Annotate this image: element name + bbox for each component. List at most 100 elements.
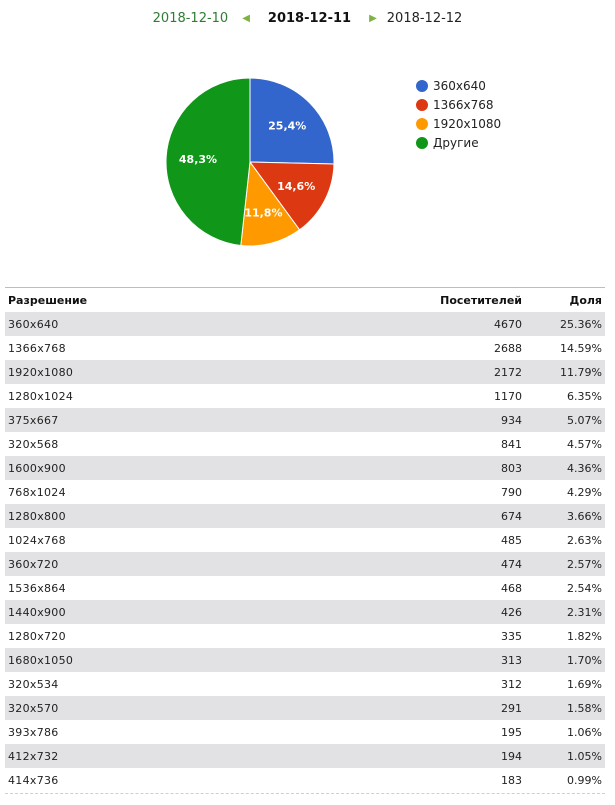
cell-share: 25.36%: [525, 312, 605, 336]
pie-slice[interactable]: [248, 161, 335, 231]
cell-visitors: 474: [335, 552, 525, 576]
cell-resolution: 360x720: [5, 552, 335, 576]
header-resolution[interactable]: Разрешение: [8, 293, 88, 307]
pie-slice[interactable]: [240, 160, 301, 247]
cell-resolution: 320x568: [8, 437, 59, 451]
table-body: 360x640 4670 25.36% 1366x768 2688 14.59% 1920x…: [5, 312, 605, 792]
table-row: 1920x1080 2172 11.79%: [5, 360, 605, 384]
legend-item[interactable]: 360x640: [416, 76, 501, 95]
cell-share: 4.36%: [525, 456, 605, 480]
table-row: 768x1024 790 4.29%: [5, 480, 605, 504]
cell-resolution: 1366x768: [8, 341, 66, 355]
cell-share: 2.57%: [525, 552, 605, 576]
table-row: 1280x1024 1170 6.35%: [5, 384, 605, 408]
cell-resolution: 1920x1080: [5, 360, 335, 384]
cell-share: 2.54%: [567, 581, 602, 595]
pie-slice[interactable]: [165, 77, 251, 247]
table-row: 1600x900 803 4.36%: [5, 456, 605, 480]
cell-resolution: 393x786: [8, 725, 59, 739]
cell-resolution: 320x570: [5, 696, 335, 720]
table-row: 1680x1050 313 1.70%: [5, 648, 605, 672]
pie-slice-label: 48,3%: [179, 153, 217, 166]
legend-label: 360x640: [433, 78, 486, 93]
cell-resolution: 768x1024: [8, 485, 66, 499]
legend-swatch: [416, 79, 428, 92]
table-row: 412x732 194 1.05%: [5, 744, 605, 768]
pie-slice[interactable]: [249, 77, 335, 165]
current-date: 2018-12-11: [267, 10, 352, 26]
table-row: 1440x900 426 2.31%: [5, 600, 605, 624]
legend-label: 1920x1080: [433, 116, 502, 131]
cell-visitors: 2688: [494, 341, 522, 355]
cell-resolution: 375x667: [5, 408, 335, 432]
cell-share: 1.82%: [567, 629, 602, 643]
cell-resolution: 320x534: [8, 677, 59, 691]
cell-resolution: 1024x768: [8, 533, 66, 547]
cell-visitors: 841: [501, 437, 522, 451]
cell-visitors: 195: [501, 725, 522, 739]
legend-label: Другие: [433, 135, 479, 150]
arrow-left-icon[interactable]: ◀: [242, 12, 250, 24]
cell-share: 6.35%: [567, 389, 602, 403]
table-row: 320x570 291 1.58%: [5, 696, 605, 720]
pie-chart: 25,4% 14,6% 11,8% 48,3%: [165, 77, 335, 247]
cell-share: 1.05%: [525, 744, 605, 768]
cell-visitors: 313: [335, 648, 525, 672]
cell-visitors: 485: [501, 533, 522, 547]
cell-visitors: 194: [335, 744, 525, 768]
table-row: 320x534 312 1.69%: [5, 672, 605, 696]
cell-share: 2.63%: [567, 533, 602, 547]
legend-label: 1366x768: [433, 97, 494, 112]
table-row: 360x720 474 2.57%: [5, 552, 605, 576]
table-row: 1280x800 674 3.66%: [5, 504, 605, 528]
table-row: 393x786 195 1.06%: [5, 720, 605, 744]
table-row: 1536x864 468 2.54%: [5, 576, 605, 600]
cell-resolution: 414x736: [8, 773, 59, 787]
cell-visitors: 1170: [494, 389, 522, 403]
cell-visitors: 183: [501, 773, 522, 787]
cell-share: 2.31%: [525, 600, 605, 624]
cell-share: 0.99%: [567, 773, 602, 787]
cell-visitors: 4670: [335, 312, 525, 336]
cell-share: 5.07%: [525, 408, 605, 432]
pie-slice-label: 11,8%: [244, 206, 282, 219]
cell-resolution: 360x640: [5, 312, 335, 336]
arrow-right-icon[interactable]: ▶: [369, 12, 377, 24]
table-row: 375x667 934 5.07%: [5, 408, 605, 432]
cell-visitors: 934: [335, 408, 525, 432]
legend-item[interactable]: 1366x768: [416, 95, 501, 114]
cell-share: 4.57%: [567, 437, 602, 451]
resolution-table: Разрешение Посетителей Доля 360x640 4670 2…: [5, 287, 605, 792]
cell-resolution: 1536x864: [8, 581, 66, 595]
legend-swatch: [416, 117, 428, 130]
cell-resolution: 1280x1024: [8, 389, 74, 403]
table-header-row: Разрешение Посетителей Доля: [5, 288, 605, 312]
pie-slice-label: 25,4%: [268, 120, 306, 133]
header-share[interactable]: Доля: [569, 293, 602, 307]
cell-share: 1.58%: [525, 696, 605, 720]
table-row: 1024x768 485 2.63%: [5, 528, 605, 552]
cell-share: 11.79%: [525, 360, 605, 384]
table-row: 414x736 183 0.99%: [5, 768, 605, 792]
cell-visitors: 291: [335, 696, 525, 720]
cell-share: 1.06%: [567, 725, 602, 739]
cell-visitors: 674: [335, 504, 525, 528]
date-navigation: 2018-12-10 ◀ 2018-12-11 ▶ 2018-12-12: [0, 8, 615, 28]
table-row: 360x640 4670 25.36%: [5, 312, 605, 336]
cell-share: 4.29%: [567, 485, 602, 499]
cell-resolution: 1280x720: [8, 629, 66, 643]
header-visitors[interactable]: Посетителей: [440, 293, 522, 307]
cell-visitors: 312: [501, 677, 522, 691]
cell-visitors: 790: [501, 485, 522, 499]
cell-resolution: 1600x900: [5, 456, 335, 480]
cell-share: 1.69%: [567, 677, 602, 691]
prev-date-link[interactable]: 2018-12-10: [152, 10, 229, 26]
legend-item[interactable]: 1920x1080: [416, 114, 501, 133]
next-date-link[interactable]: 2018-12-12: [386, 10, 463, 26]
cell-visitors: 335: [501, 629, 522, 643]
legend-item[interactable]: Другие: [416, 133, 501, 152]
cell-resolution: 1680x1050: [5, 648, 335, 672]
cell-visitors: 803: [335, 456, 525, 480]
legend-swatch: [416, 136, 428, 149]
table-row: 1280x720 335 1.82%: [5, 624, 605, 648]
